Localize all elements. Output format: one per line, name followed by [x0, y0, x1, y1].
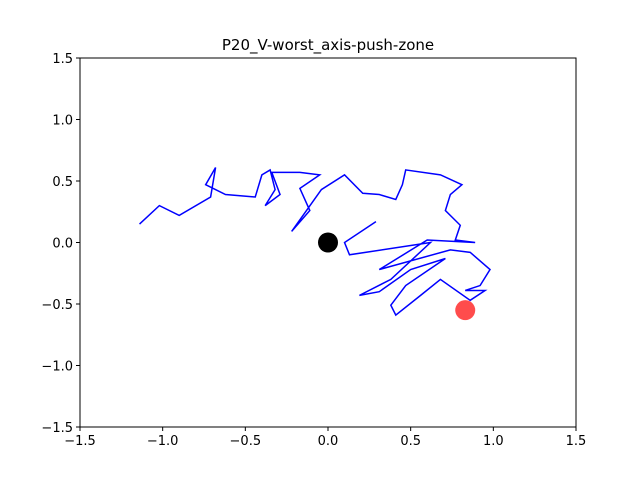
- y-tick-label: 0.0: [52, 237, 73, 252]
- plot-frame: [79, 57, 577, 428]
- x-tick-label: 0.0: [318, 434, 339, 449]
- y-tick-label: −1.5: [41, 421, 73, 436]
- x-tick-label: 1.0: [483, 434, 504, 449]
- trajectory: [139, 167, 492, 317]
- y-tick-label: 1.0: [52, 114, 73, 129]
- x-tick-label: 1.5: [566, 434, 587, 449]
- chart-title: P20_V-worst_axis-push-zone: [222, 36, 434, 55]
- marker: [318, 232, 338, 253]
- x-tick-label: −1.0: [147, 434, 179, 449]
- y-tick-label: −0.5: [41, 298, 73, 313]
- x-tick-label: −0.5: [230, 434, 262, 449]
- y-tick-label: 0.5: [52, 175, 73, 190]
- y-tick-label: −1.0: [41, 360, 73, 375]
- x-tick-label: −1.5: [64, 434, 96, 449]
- marker: [455, 300, 476, 321]
- x-tick-label: 0.5: [400, 434, 421, 449]
- y-tick-label: 1.5: [52, 52, 73, 67]
